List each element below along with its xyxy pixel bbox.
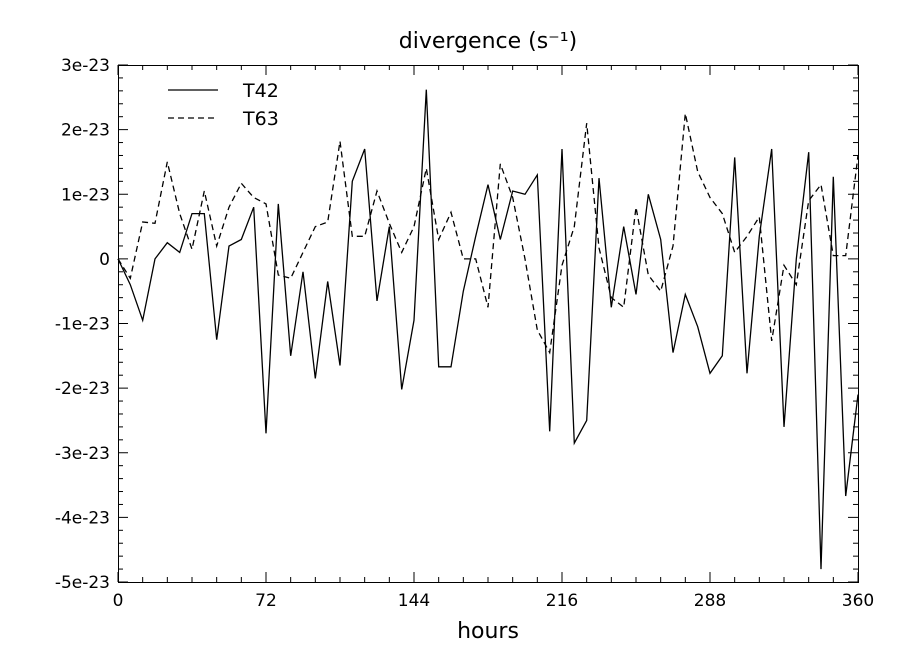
y-tick-label: 3e-23 [61,56,110,76]
x-tick-label: 72 [255,591,277,611]
y-tick-label: -3e-23 [55,444,110,464]
series-line-t42 [117,89,859,570]
legend-label-t42: T42 [242,80,279,102]
chart-title: divergence (s⁻¹) [399,29,577,54]
y-tick-label: -4e-23 [55,508,110,528]
y-tick-label: -1e-23 [55,315,110,335]
x-axis-title: hours [457,619,519,644]
legend: T42 T63 [168,80,279,130]
plot-frame [118,65,859,583]
series-group [117,89,859,570]
x-tick-label: 288 [694,591,726,611]
y-tick-label: -2e-23 [55,379,110,399]
series-line-t63 [117,113,859,355]
x-tick-label: 216 [546,591,578,611]
ticks-group: 3e-23 2e-23 1e-23 0 -1e-23 -2e-23 -3e-23 -4e-23… [55,56,874,611]
y-tick-label: 1e-23 [61,185,110,205]
legend-label-t63: T63 [242,108,279,130]
x-tick-label: 0 [113,591,124,611]
x-tick-label: 144 [398,591,430,611]
x-tick-label: 360 [842,591,874,611]
y-tick-label: 0 [99,250,110,270]
y-tick-label: 2e-23 [61,121,110,141]
y-tick-label: -5e-23 [55,573,110,593]
